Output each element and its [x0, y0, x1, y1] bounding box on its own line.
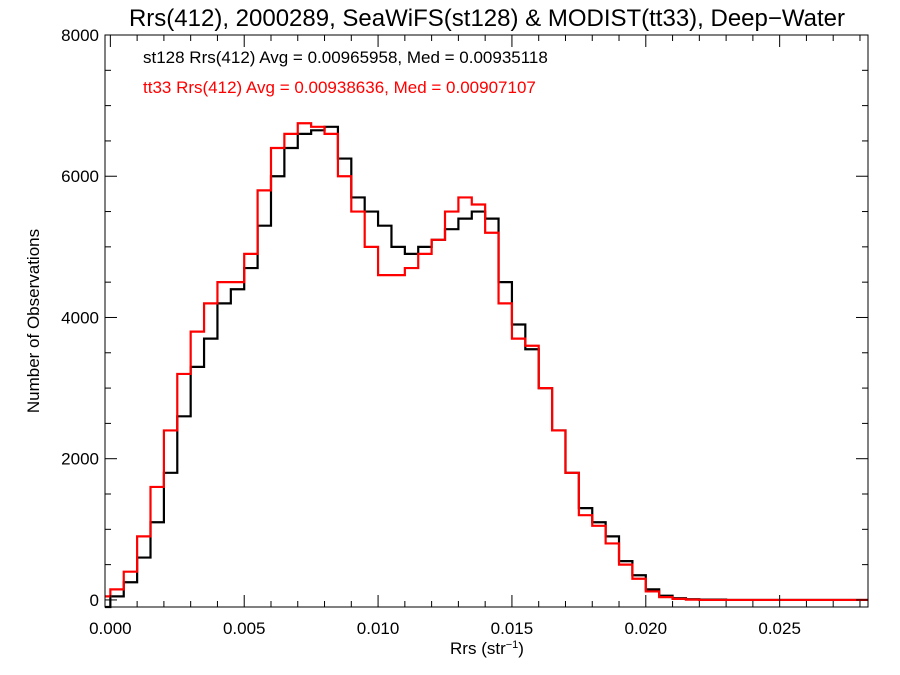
y-tick-label: 2000 [61, 450, 99, 469]
x-tick-label: 0.025 [758, 619, 801, 638]
series-line-0 [105, 125, 868, 609]
x-axis-label-close: ) [518, 639, 524, 658]
x-tick-label: 0.020 [625, 619, 668, 638]
chart-title: Rrs(412), 2000289, SeaWiFS(st128) & MODI… [129, 5, 845, 32]
y-tick-label: 4000 [61, 308, 99, 327]
x-tick-label: 0.000 [89, 619, 132, 638]
series-layer [105, 122, 868, 609]
x-tick-label: 0.005 [223, 619, 266, 638]
x-axis-label-text: Rrs (str [450, 639, 506, 658]
y-tick-label: 8000 [61, 26, 99, 45]
x-tick-label: 0.015 [491, 619, 534, 638]
x-axis-label-exponent: −1 [506, 639, 519, 651]
series-line-1 [105, 122, 868, 602]
y-axis-label: Number of Observations [24, 229, 43, 413]
annotation-tt33-stats: tt33 Rrs(412) Avg = 0.00938636, Med = 0.… [143, 78, 536, 97]
annotation-st128-stats: st128 Rrs(412) Avg = 0.00965958, Med = 0… [143, 48, 548, 67]
plot-frame [104, 34, 869, 608]
x-tick-label: 0.010 [357, 619, 400, 638]
ticks-layer: 0.000 0.005 0.010 0.015 0.020 0.025 0 2000 4000 6… [61, 26, 868, 638]
x-axis-label: Rrs (str−1) [450, 639, 524, 658]
y-tick-label: 6000 [61, 167, 99, 186]
y-tick-label: 0 [90, 591, 99, 610]
